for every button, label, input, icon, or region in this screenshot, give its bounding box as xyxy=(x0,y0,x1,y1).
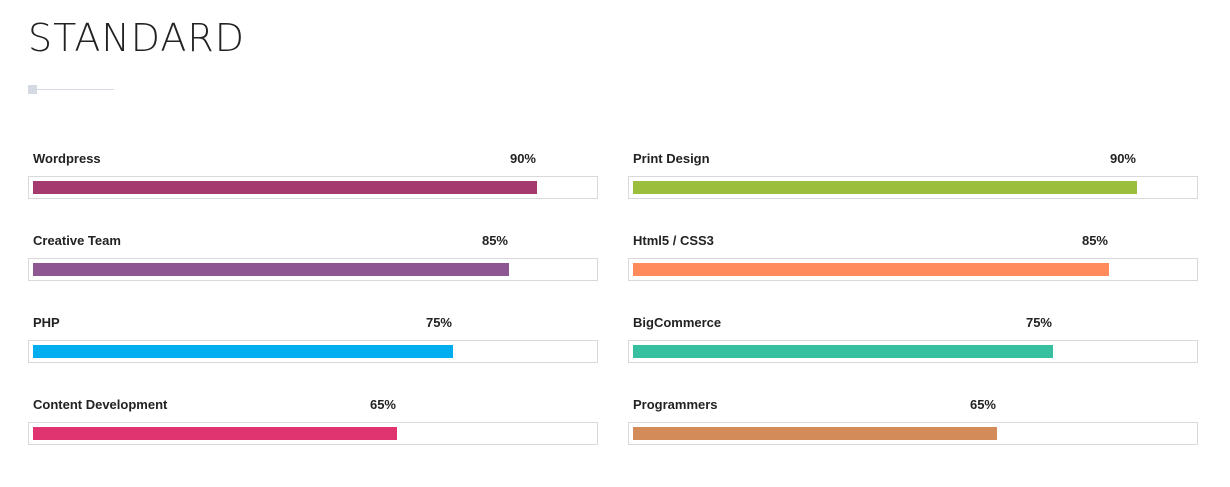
progress-track xyxy=(628,258,1198,281)
skill-label: Creative Team xyxy=(33,233,121,248)
progress-fill xyxy=(633,181,1137,194)
progress-track xyxy=(28,176,598,199)
skill-item: Print Design 90% xyxy=(628,140,1198,222)
skill-label: Html5 / CSS3 xyxy=(633,233,714,248)
progress-fill xyxy=(633,263,1109,276)
skill-label: Print Design xyxy=(633,151,710,166)
skill-percent: 90% xyxy=(1109,151,1136,166)
skill-percent: 65% xyxy=(369,397,396,412)
skill-item: BigCommerce 75% xyxy=(628,304,1198,386)
skills-column-right: Print Design 90% Html5 / CSS3 85% BigCom… xyxy=(628,140,1198,468)
skill-percent: 75% xyxy=(1025,315,1052,330)
title-separator xyxy=(28,85,114,94)
skill-item: Content Development 65% xyxy=(28,386,598,468)
progress-track xyxy=(628,422,1198,445)
progress-fill xyxy=(33,345,453,358)
skill-label: PHP xyxy=(33,315,60,330)
separator-square xyxy=(28,85,37,94)
progress-track xyxy=(28,258,598,281)
skill-percent: 90% xyxy=(509,151,536,166)
progress-fill xyxy=(33,263,509,276)
skill-item: Html5 / CSS3 85% xyxy=(628,222,1198,304)
page-title: STANDARD xyxy=(28,16,246,60)
separator-line xyxy=(37,89,114,90)
progress-track xyxy=(28,422,598,445)
skill-label: Wordpress xyxy=(33,151,101,166)
skill-item: PHP 75% xyxy=(28,304,598,386)
progress-track xyxy=(628,176,1198,199)
progress-track xyxy=(28,340,598,363)
skill-item: Programmers 65% xyxy=(628,386,1198,468)
skill-item: Wordpress 90% xyxy=(28,140,598,222)
skill-percent: 85% xyxy=(481,233,508,248)
progress-fill xyxy=(633,427,997,440)
progress-fill xyxy=(33,181,537,194)
skill-label: Content Development xyxy=(33,397,168,412)
skill-percent: 65% xyxy=(969,397,996,412)
skills-column-left: Wordpress 90% Creative Team 85% PHP 75% … xyxy=(28,140,598,468)
progress-track xyxy=(628,340,1198,363)
skill-label: BigCommerce xyxy=(633,315,722,330)
skill-percent: 85% xyxy=(1081,233,1108,248)
skill-label: Programmers xyxy=(633,397,718,412)
progress-fill xyxy=(633,345,1053,358)
skill-item: Creative Team 85% xyxy=(28,222,598,304)
skill-percent: 75% xyxy=(425,315,452,330)
progress-fill xyxy=(33,427,397,440)
